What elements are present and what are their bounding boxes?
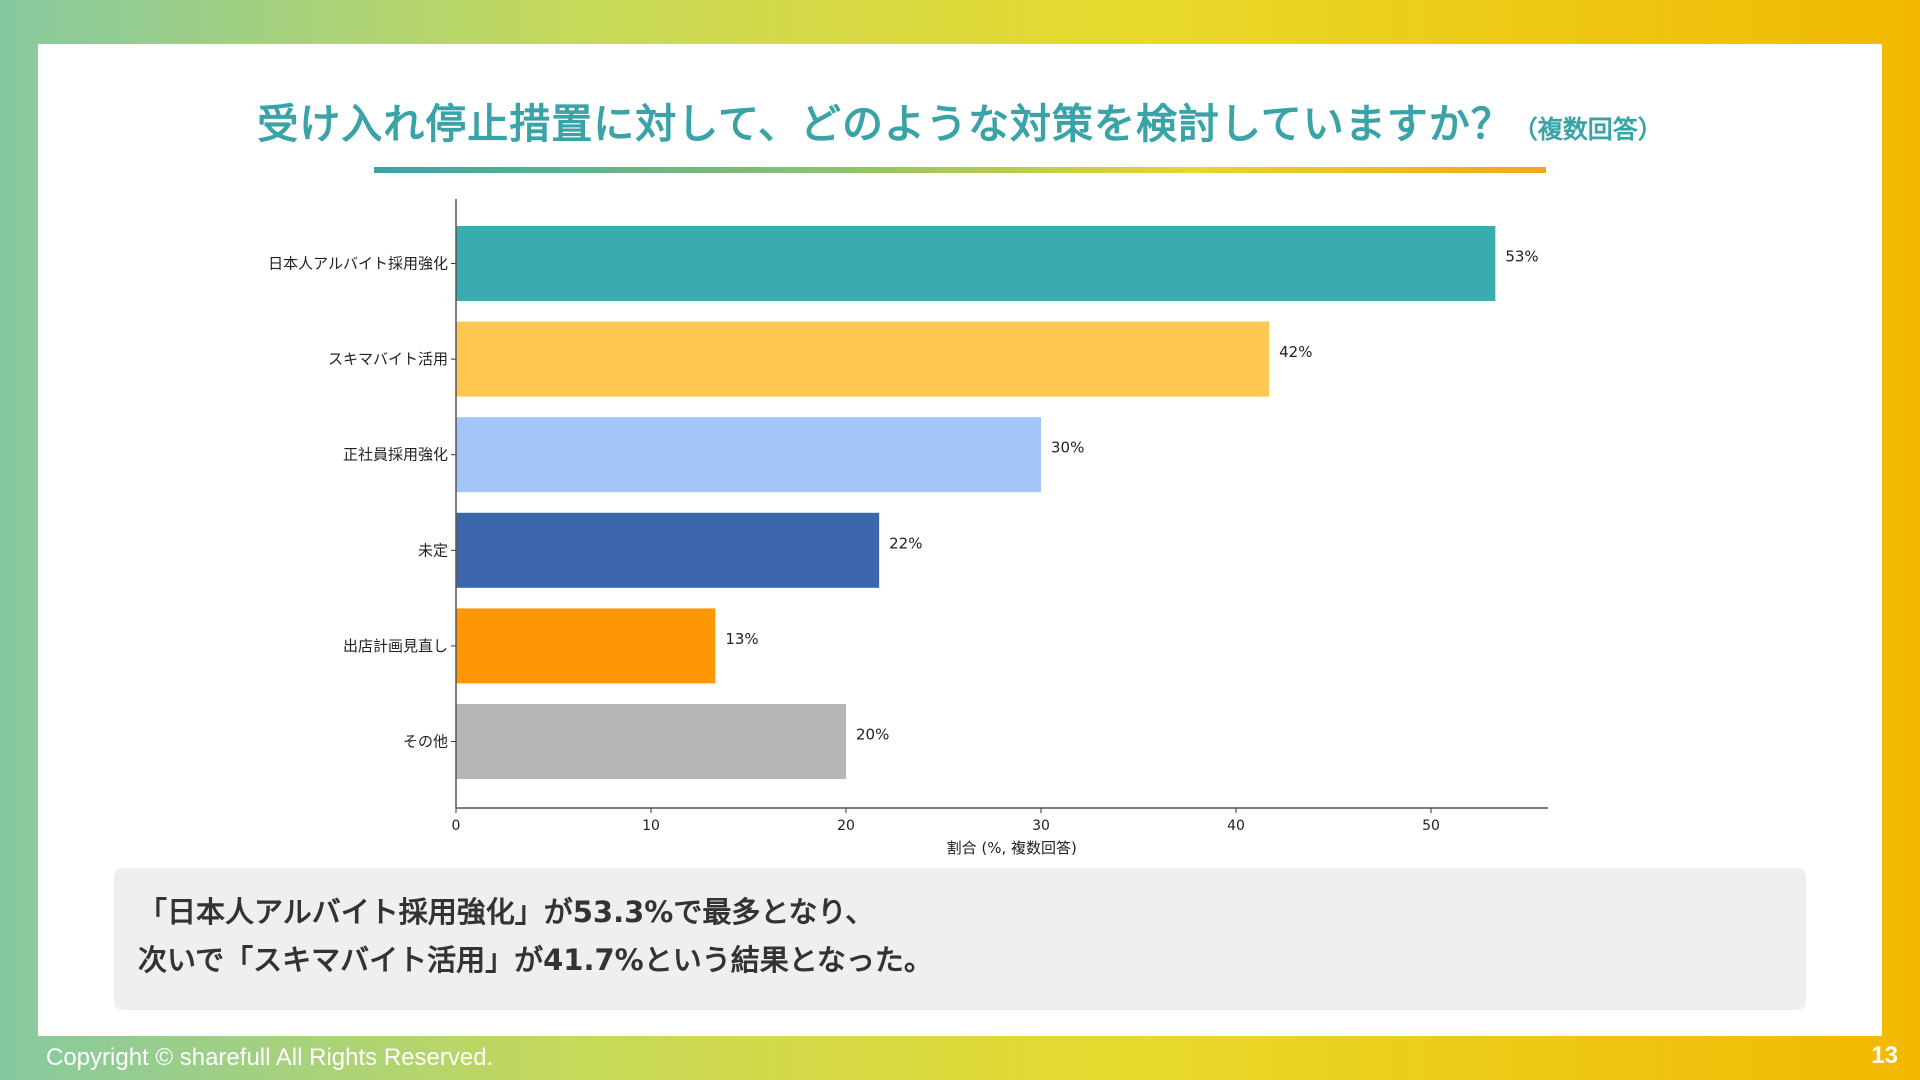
bar — [456, 608, 716, 684]
value-label: 20% — [856, 726, 889, 744]
summary-box: 「日本人アルバイト採用強化」が53.3%で最多となり、 次いで「スキマバイト活用… — [114, 868, 1806, 1010]
copyright-text: Copyright © sharefull All Rights Reserve… — [46, 1044, 494, 1071]
slide-card: 受け入れ停止措置に対して、どのような対策を検討していますか？（複数回答） 日本人… — [38, 44, 1882, 1036]
bar — [456, 512, 880, 588]
title-main: 受け入れ停止措置に対して、どのような対策を検討していますか？ — [257, 100, 1513, 148]
category-label: その他 — [403, 733, 448, 751]
x-tick-label: 50 — [1422, 818, 1440, 834]
category-label: 出店計画見直し — [343, 637, 448, 655]
bar — [456, 417, 1041, 493]
category-label: 正社員採用強化 — [343, 446, 448, 464]
x-tick-label: 40 — [1227, 818, 1245, 834]
summary-line-2: 次いで「スキマバイト活用」が41.7%という結果となった。 — [138, 943, 933, 977]
bar — [456, 226, 1496, 301]
value-label: 22% — [889, 534, 922, 552]
title-sub: （複数回答） — [1512, 115, 1663, 144]
value-label: 30% — [1051, 439, 1084, 457]
category-label: 日本人アルバイト採用強化 — [268, 255, 448, 273]
category-label: スキマバイト活用 — [328, 350, 448, 368]
page-number: 13 — [1871, 1042, 1898, 1069]
bar — [456, 704, 846, 779]
summary-line-1: 「日本人アルバイト採用強化」が53.3%で最多となり、 — [138, 895, 875, 929]
slide-title: 受け入れ停止措置に対して、どのような対策を検討していますか？（複数回答） — [38, 90, 1882, 150]
category-label: 未定 — [418, 541, 448, 559]
value-label: 42% — [1279, 343, 1312, 361]
title-underline — [374, 167, 1546, 173]
value-label: 13% — [725, 630, 758, 648]
x-tick-label: 30 — [1032, 818, 1050, 834]
x-tick-label: 20 — [837, 818, 855, 834]
bar — [456, 321, 1270, 397]
bar-chart: 日本人アルバイト採用強化 53% スキマバイト活用 42% 正社員採用強化 30% 未定 22… — [268, 199, 1548, 857]
value-label: 53% — [1505, 248, 1538, 266]
x-tick-label: 0 — [452, 818, 461, 834]
x-axis-title: 割合 (%, 複数回答) — [947, 839, 1077, 857]
x-tick-label: 10 — [642, 818, 660, 834]
